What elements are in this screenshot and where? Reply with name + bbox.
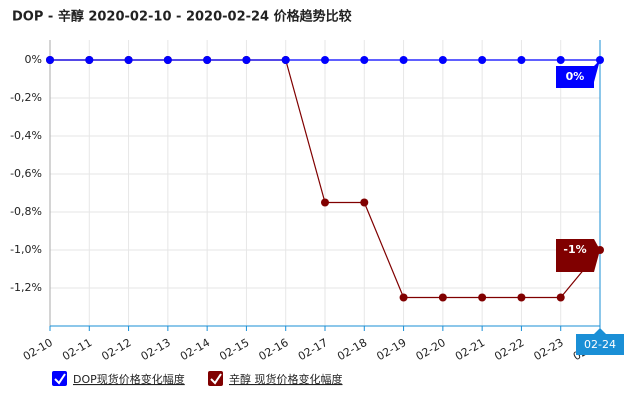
data-point: [321, 198, 329, 207]
x-tick-label: 02-22: [492, 336, 526, 363]
data-point: [478, 293, 487, 302]
x-tick-label: 02-12: [99, 336, 133, 363]
legend-item[interactable]: 辛醇 现货价格变化幅度: [208, 371, 343, 386]
data-point: [517, 293, 526, 302]
x-tick-label-highlight: 02-24: [584, 338, 616, 351]
data-point: [203, 56, 212, 64]
tooltip-box: [556, 66, 594, 88]
x-tick-label: 02-10: [21, 336, 55, 363]
y-tick-label: -1,0%: [10, 243, 42, 256]
data-point: [399, 293, 408, 302]
tooltip-box: [556, 239, 594, 261]
x-tick-label: 02-16: [257, 336, 291, 363]
legend-checkbox[interactable]: [208, 371, 223, 386]
data-point: [517, 56, 526, 64]
x-tick-label: 02-11: [60, 336, 94, 363]
data-point: [438, 56, 447, 64]
y-tick-label: -0,2%: [10, 91, 42, 104]
data-point: [281, 56, 290, 64]
y-tick-label: -0,8%: [10, 205, 42, 218]
data-point: [438, 293, 447, 302]
data-point: [242, 56, 251, 64]
data-point: [478, 56, 487, 64]
x-tick-label: 02-19: [374, 336, 408, 363]
data-point: [556, 293, 565, 302]
x-tick-label: 02-20: [414, 336, 448, 363]
legend-label[interactable]: 辛醇 现货价格变化幅度: [229, 372, 343, 386]
data-point: [85, 56, 94, 64]
y-tick-label: 0%: [25, 53, 42, 66]
y-tick-label: -0,4%: [10, 129, 42, 142]
x-tick-label: 02-17: [296, 336, 330, 363]
legend-check[interactable]: [54, 373, 66, 385]
legend-label[interactable]: DOP现货价格变化幅度: [73, 372, 185, 386]
data-point: [399, 56, 408, 64]
legend-checkbox[interactable]: [52, 371, 67, 386]
data-point: [46, 56, 54, 64]
legend-check[interactable]: [210, 373, 222, 385]
y-tick-label: -0,6%: [10, 167, 42, 180]
chart-title: DOP - 辛醇 2020-02-10 - 2020-02-24 价格趋势比较: [12, 9, 352, 25]
axis-tooltip: [576, 328, 624, 355]
x-tick-label: 02-13: [139, 336, 173, 363]
x-tick-label: 02-14: [178, 336, 212, 363]
x-tick-label: 02-18: [335, 336, 369, 363]
data-point: [360, 198, 369, 207]
y-tick-label: -1,2%: [10, 281, 42, 294]
data-point: [556, 56, 565, 64]
value-label: -1%: [563, 243, 586, 256]
data-point: [124, 56, 133, 64]
x-tick-label: 02-21: [453, 336, 487, 363]
x-tick-label: 02-23: [532, 336, 566, 363]
data-point: [163, 56, 172, 64]
legend-item[interactable]: DOP现货价格变化幅度: [52, 371, 185, 386]
x-tick-label: 02-15: [217, 336, 251, 363]
data-point: [321, 56, 329, 64]
data-point: [360, 56, 369, 64]
value-label: 0%: [566, 70, 585, 83]
